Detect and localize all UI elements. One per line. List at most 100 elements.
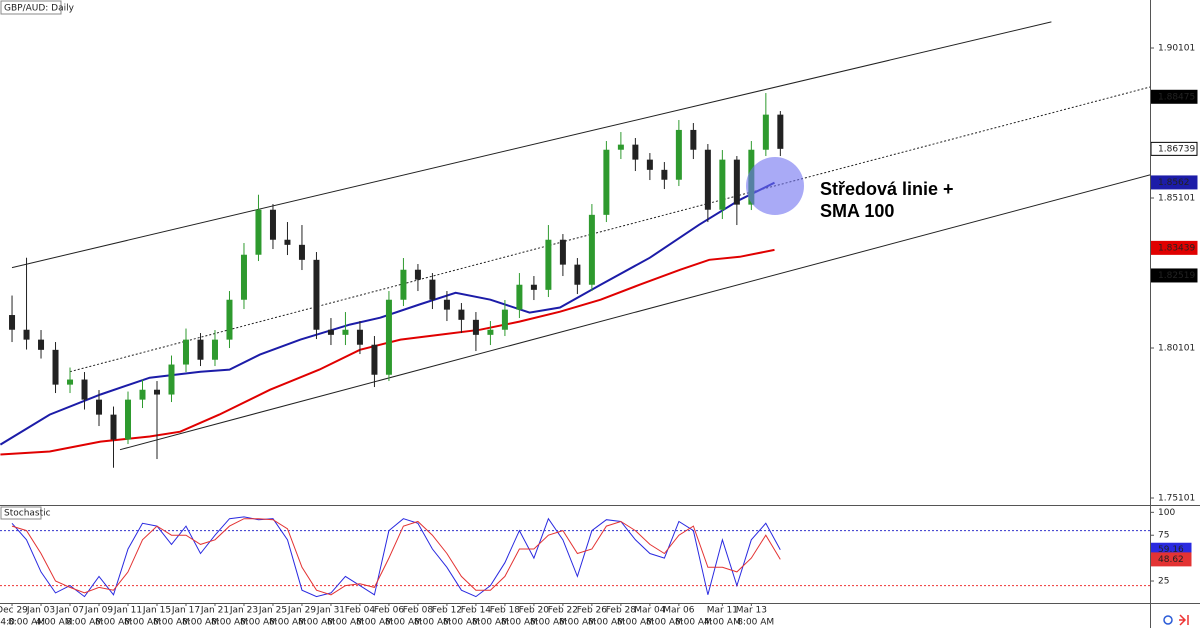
candle-body (327, 329, 334, 335)
candle-body (646, 159, 653, 170)
annotation: Středová linie + (820, 179, 954, 199)
candle-body (472, 319, 479, 335)
time-tick-label: 8:00 AM (124, 618, 161, 628)
price-tag-label: 59.16 (1158, 545, 1184, 555)
candle-body (516, 284, 523, 310)
x-tick-label: Mar 13 (736, 606, 767, 616)
time-tick-label: 8:00 AM (298, 618, 335, 628)
y-tick-label: 1.85101 (1158, 194, 1195, 204)
candle-body (487, 329, 494, 335)
scroll-icon[interactable] (1179, 614, 1189, 626)
x-tick-label: Jan 09 (84, 606, 113, 616)
y-tick-label: 1.90101 (1158, 44, 1195, 54)
candle-body (414, 269, 421, 280)
price-tag-label: 1.88475 (1158, 92, 1195, 102)
candle-body (443, 299, 450, 310)
candle-body (458, 309, 465, 320)
price-tag-label: 1.83439 (1158, 243, 1195, 253)
x-tick-label: Feb 28 (606, 606, 637, 616)
candle-body (9, 315, 16, 330)
candle-body (632, 144, 639, 160)
time-tick-label: 8:00 AM (675, 618, 712, 628)
candle-body (67, 379, 74, 385)
candle-body (545, 239, 552, 290)
x-tick-label: Mar 04 (634, 606, 666, 616)
candle-body (617, 144, 624, 150)
x-tick-label: Dec 29 (0, 606, 28, 616)
y-tick-label: 1.75101 (1158, 494, 1195, 504)
x-tick-label: Jan 23 (229, 606, 258, 616)
x-tick-label: Jan 17 (171, 606, 200, 616)
x-tick-label: Jan 11 (113, 606, 142, 616)
candle-body (38, 339, 45, 350)
candle-body (240, 254, 247, 300)
candle-body (777, 114, 784, 149)
time-tick-label: 8:00 AM (269, 618, 306, 628)
chart-title: GBP/AUD: Daily (4, 4, 75, 14)
x-tick-label: Jan 03 (26, 606, 55, 616)
time-tick-label: 8:00 AM (530, 618, 567, 628)
x-tick-label: Jan 29 (287, 606, 316, 616)
indicator-title-box (0, 506, 42, 520)
x-tick-label: Jan 21 (200, 606, 229, 616)
candle-body (52, 349, 59, 385)
time-tick-label: 4:0 (0, 618, 15, 628)
price-tag-label: 1.82519 (1158, 271, 1195, 281)
time-tick-label: 8:00 AM (737, 618, 774, 628)
trend-line (119, 174, 1151, 451)
time-tick-label: 8:00 AM (501, 618, 538, 628)
price-tag-label: 1.86739 (1158, 144, 1195, 154)
time-tick-label: 8:00 AM (327, 618, 364, 628)
candle-body (313, 259, 320, 330)
x-tick-label: Jan 31 (316, 606, 345, 616)
candle-body (342, 329, 349, 335)
candle-body (371, 344, 378, 375)
candle-body (23, 329, 30, 340)
candle-body (81, 379, 88, 400)
time-tick-label: 8:00 AM (8, 618, 45, 628)
x-tick-label: Feb 20 (519, 606, 550, 616)
candle-body (385, 299, 392, 375)
moving-average (0, 181, 775, 446)
y-tick-label: 1.80101 (1158, 344, 1195, 354)
candle-body (559, 239, 566, 265)
x-tick-label: Jan 25 (258, 606, 287, 616)
x-tick-label: Jan 15 (142, 606, 171, 616)
candle-body (704, 149, 711, 210)
time-tick-label: 8:00 AM (617, 618, 654, 628)
link-icon[interactable] (1163, 615, 1173, 625)
candle-body (690, 129, 697, 150)
x-tick-label: Feb 22 (548, 606, 578, 616)
highlight-circle (746, 157, 804, 215)
candle-body (226, 299, 233, 340)
candle-body (284, 239, 291, 245)
toolbar-icons[interactable] (1163, 614, 1189, 626)
time-tick-label: 8:00 AM (66, 618, 103, 628)
candle-body (269, 209, 276, 240)
trend-line (11, 21, 1052, 269)
candle-body (762, 114, 769, 150)
price-tag-label: 1.8562 (1158, 178, 1190, 188)
title-box (0, 0, 62, 15)
time-tick-label: 8:00 AM (356, 618, 393, 628)
y-tick-label: 100 (1158, 508, 1175, 518)
candle-body (96, 399, 103, 415)
candle-body (661, 169, 668, 180)
time-tick-label: 8:00 AM (211, 618, 248, 628)
price-tag-label: 48.62 (1158, 555, 1184, 565)
candle-body (588, 214, 595, 285)
candle-body (125, 399, 132, 440)
stochastic-line (11, 516, 781, 598)
candle-body (168, 364, 175, 395)
candle-body (139, 389, 146, 400)
candle-body (182, 339, 189, 365)
candle-body (501, 309, 508, 330)
time-tick-label: 4:00 AM (36, 618, 73, 628)
x-tick-label: Mar 11 (707, 606, 738, 616)
candle-body (255, 209, 262, 255)
time-tick-label: 8:00 AM (240, 618, 277, 628)
moving-average (0, 248, 775, 456)
annotation: SMA 100 (820, 201, 894, 221)
